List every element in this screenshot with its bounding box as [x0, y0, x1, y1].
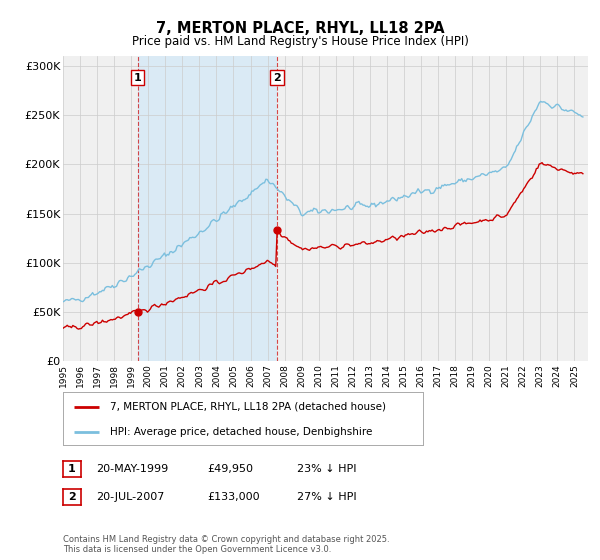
- Text: 23% ↓ HPI: 23% ↓ HPI: [297, 464, 356, 474]
- Text: 7, MERTON PLACE, RHYL, LL18 2PA (detached house): 7, MERTON PLACE, RHYL, LL18 2PA (detache…: [110, 402, 386, 412]
- Text: 1: 1: [68, 464, 76, 474]
- Text: 1: 1: [134, 73, 142, 83]
- Text: Contains HM Land Registry data © Crown copyright and database right 2025.
This d: Contains HM Land Registry data © Crown c…: [63, 535, 389, 554]
- Text: 2: 2: [273, 73, 281, 83]
- Text: HPI: Average price, detached house, Denbighshire: HPI: Average price, detached house, Denb…: [110, 427, 372, 437]
- Text: 27% ↓ HPI: 27% ↓ HPI: [297, 492, 356, 502]
- Text: 2: 2: [68, 492, 76, 502]
- Bar: [137, 56, 277, 361]
- Text: Price paid vs. HM Land Registry's House Price Index (HPI): Price paid vs. HM Land Registry's House …: [131, 35, 469, 48]
- Text: £49,950: £49,950: [207, 464, 253, 474]
- Text: 20-JUL-2007: 20-JUL-2007: [96, 492, 164, 502]
- Text: £133,000: £133,000: [207, 492, 260, 502]
- Text: 20-MAY-1999: 20-MAY-1999: [96, 464, 168, 474]
- Text: 7, MERTON PLACE, RHYL, LL18 2PA: 7, MERTON PLACE, RHYL, LL18 2PA: [155, 21, 445, 36]
